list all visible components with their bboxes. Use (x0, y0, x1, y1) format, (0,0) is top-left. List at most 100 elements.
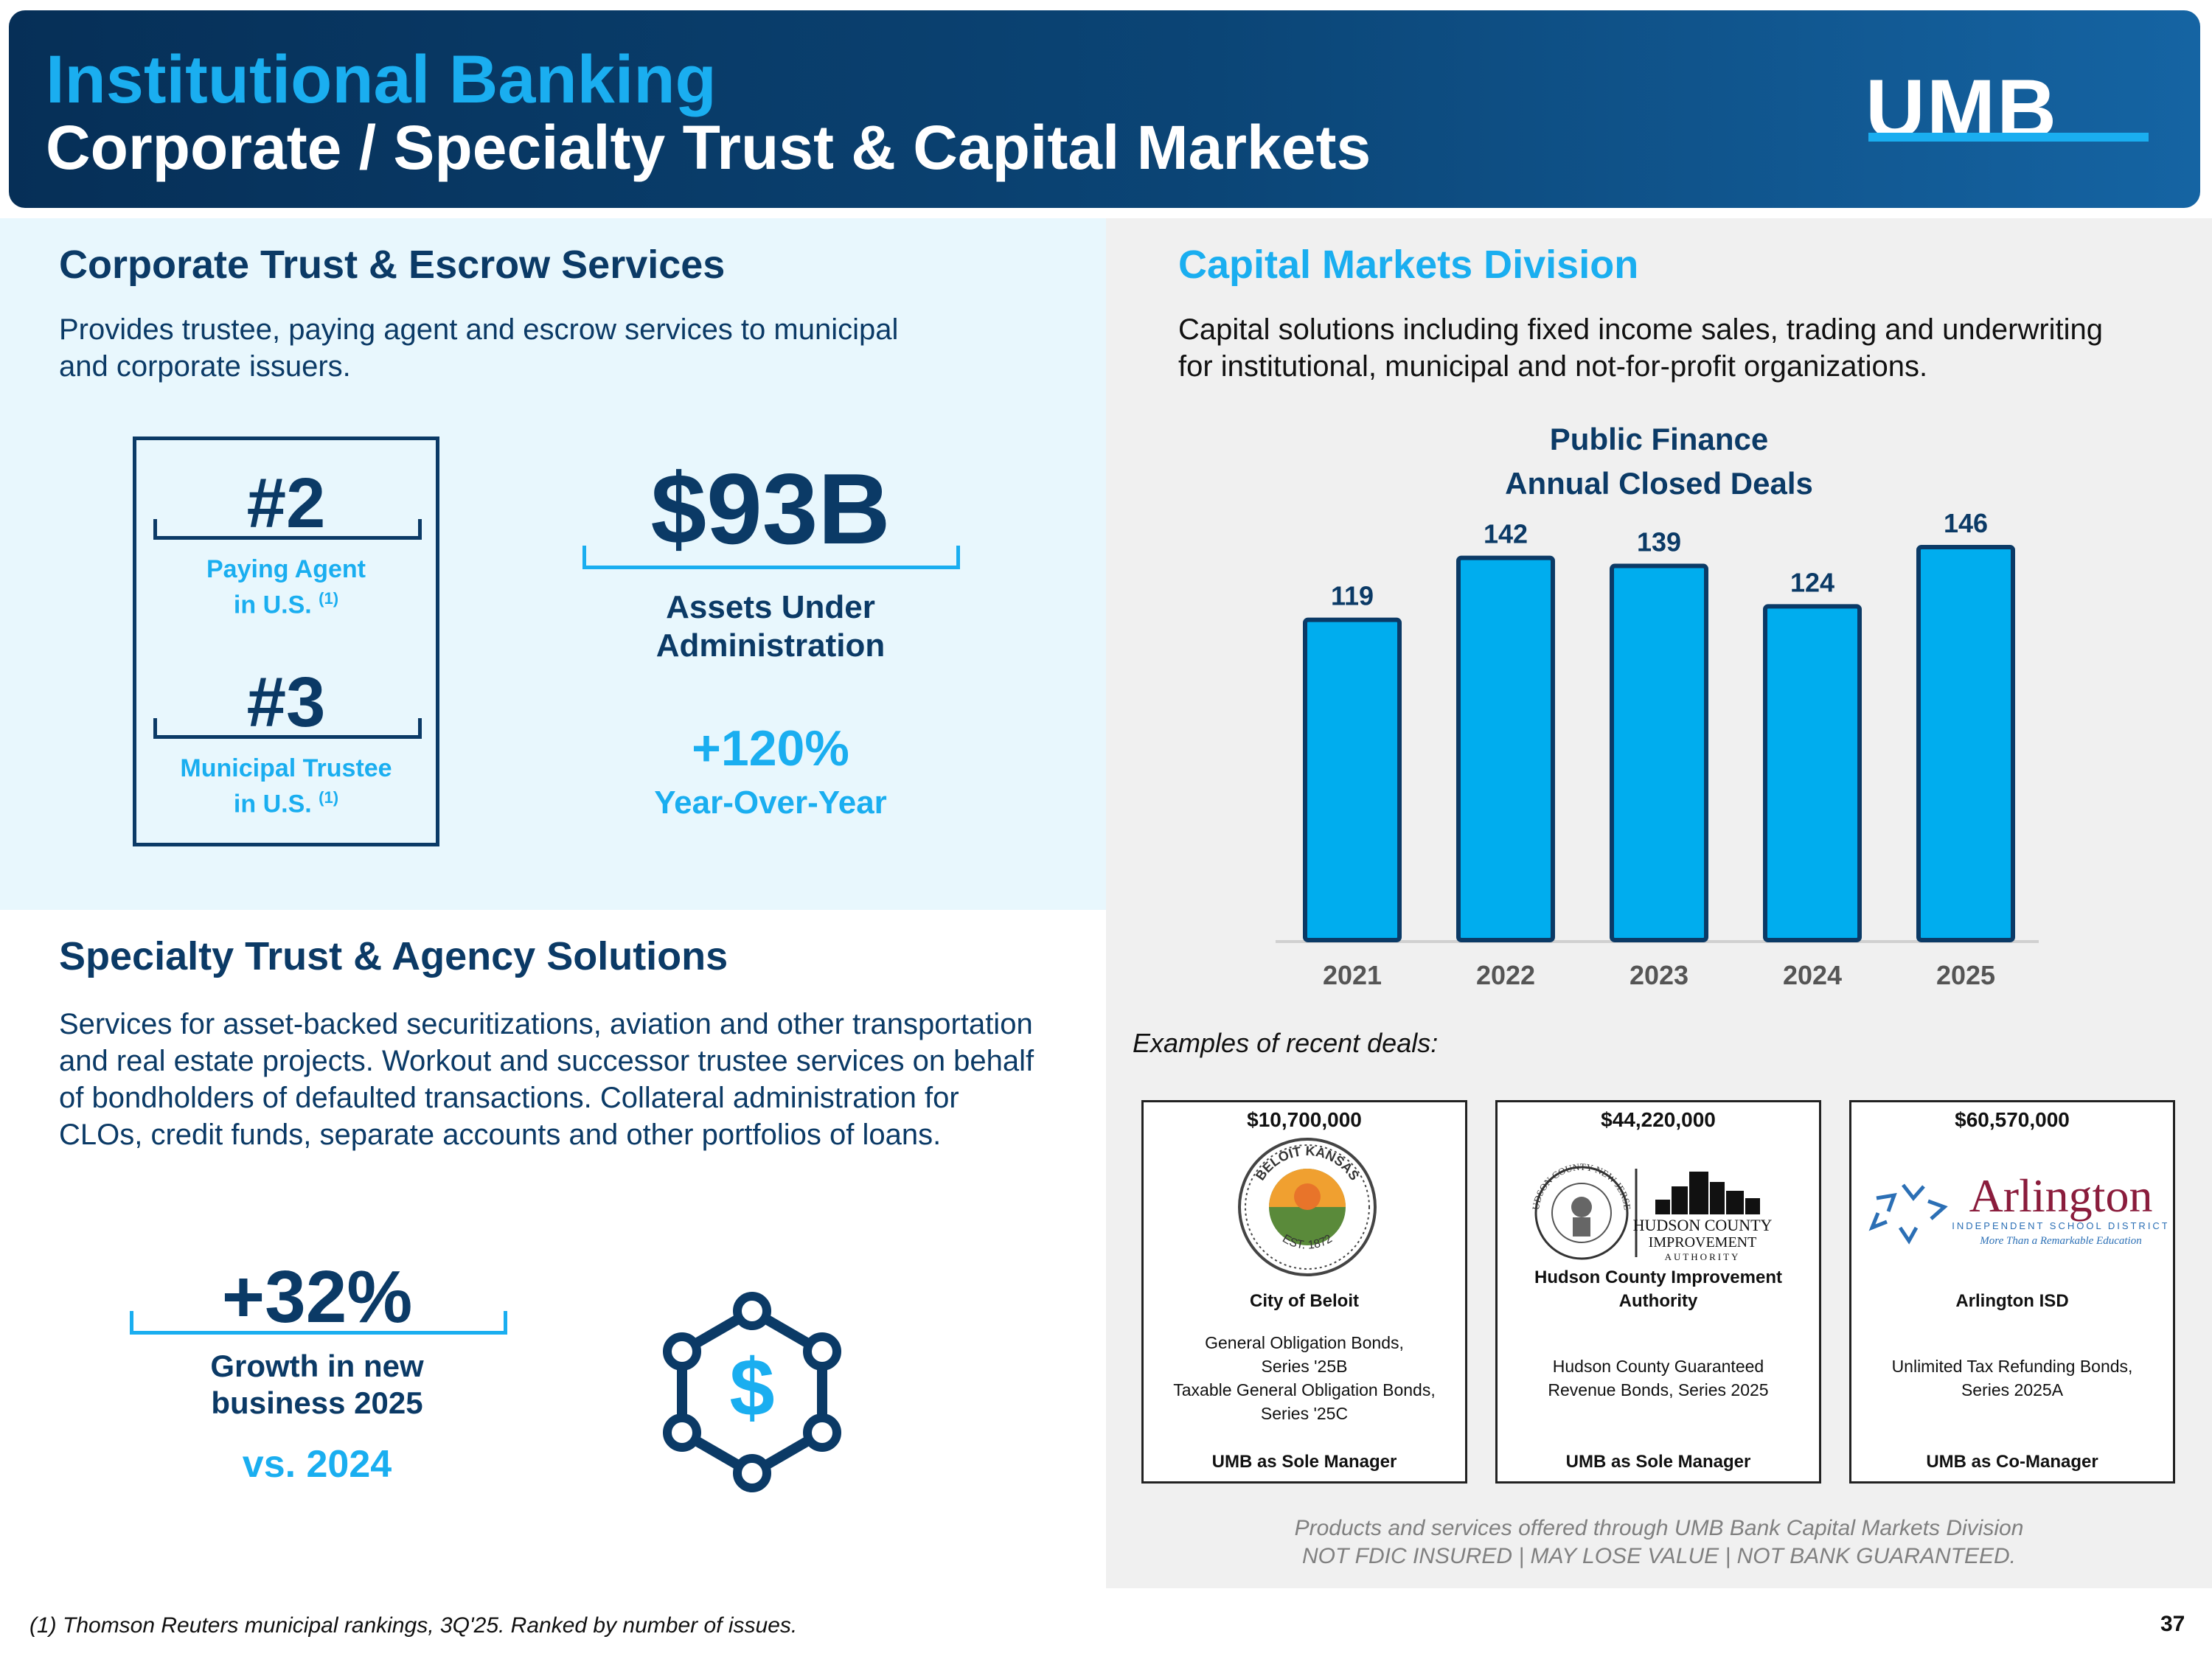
deal-issuer-line: Hudson County Improvement (1534, 1267, 1782, 1287)
aua-label-line: Assets Under (666, 589, 875, 625)
deal-issuer: Hudson County Improvement Authority (1505, 1266, 1812, 1313)
data-label-2023: 139 (1637, 527, 1681, 557)
capital-markets-title: Capital Markets Division (1178, 243, 1639, 287)
aua-label-line: Administration (655, 627, 886, 664)
deal-description-line: Series '25C (1260, 1404, 1349, 1423)
public-finance-bar-chart: 119 2021 142 2022 139 2023 124 2024 146 2025 (1276, 508, 2039, 990)
description-line: for institutional, municipal and not-for… (1178, 350, 1928, 383)
aua-bracket (582, 546, 960, 569)
tick-label-2024: 2024 (1783, 960, 1842, 990)
corporate-trust-title: Corporate Trust & Escrow Services (59, 243, 726, 287)
deal-amount: $44,220,000 (1601, 1108, 1716, 1131)
disclaimer-line: NOT FDIC INSURED | MAY LOSE VALUE | NOT … (1302, 1544, 2016, 1568)
umb-logo-underline (1868, 133, 2149, 142)
hudson-logo-line2: IMPROVEMENT (1649, 1234, 1757, 1251)
disclaimer-line: Products and services offered through UM… (1294, 1516, 2024, 1540)
arlington-logo-sub: INDEPENDENT SCHOOL DISTRICT (1952, 1220, 2167, 1231)
data-label-2024: 124 (1790, 567, 1834, 597)
chart-title: Public Finance Annual Closed Deals (1364, 417, 1954, 506)
examples-label: Examples of recent deals: (1133, 1028, 1439, 1058)
rank-paying-agent-value: #2 (246, 464, 326, 543)
footnote-ref: (1) (319, 788, 339, 807)
new-business-growth-value: +32% (221, 1256, 413, 1338)
arlington-logo-tagline: More Than a Remarkable Education (1979, 1235, 2141, 1247)
deal-card-arlington: $60,570,000 Arlington INDEPENDENT SCHOOL… (1849, 1100, 2175, 1484)
new-business-growth-comparison: vs. 2024 (242, 1443, 392, 1486)
header-subtitle: Corporate / Specialty Trust & Capital Ma… (46, 113, 1371, 182)
growth-label-line: Growth in new (210, 1349, 424, 1383)
chart-title-line: Public Finance (1549, 422, 1769, 456)
rank-label-line: in U.S. (233, 790, 312, 818)
chart-title-line: Annual Closed Deals (1505, 466, 1813, 501)
deal-description-line: Unlimited Tax Refunding Bonds, (1891, 1357, 2133, 1376)
specialty-trust-title: Specialty Trust & Agency Solutions (59, 934, 728, 978)
deal-card-hudson: $44,220,000 HUDSON COUNTY NEW JERSEY HUD… (1495, 1100, 1821, 1484)
deal-issuer: City of Beloit (1250, 1291, 1359, 1311)
tick-label-2023: 2023 (1630, 960, 1688, 990)
rank-municipal-trustee-label: Municipal Trustee in U.S. (1) (133, 754, 439, 818)
tick-label-2022: 2022 (1476, 960, 1535, 990)
header-banner (9, 10, 2200, 208)
description-line: Capital solutions including fixed income… (1178, 313, 2104, 346)
arlington-isd-logo: Arlington INDEPENDENT SCHOOL DISTRICT Mo… (1868, 1169, 2167, 1247)
description-line: Provides trustee, paying agent and escro… (59, 313, 899, 346)
arlington-logo-main: Arlington (1969, 1169, 2153, 1222)
description-line: Services for asset-backed securitization… (59, 1008, 1033, 1040)
capital-markets-description: Capital solutions including fixed income… (1178, 311, 2196, 385)
header-title: Institutional Banking (46, 42, 717, 117)
data-label-2021: 119 (1331, 581, 1374, 611)
deal-description: Hudson County Guaranteed Revenue Bonds, … (1505, 1354, 1812, 1402)
bar-2023 (1610, 563, 1708, 942)
rankings-box (133, 437, 439, 846)
bar-2021 (1303, 617, 1402, 943)
hudson-county-logo: HUDSON COUNTY NEW JERSEY HUDSON COUNTY I… (1531, 1161, 1773, 1262)
deal-description-line: Hudson County Guaranteed (1552, 1357, 1764, 1376)
dollar-network-icon: $ (663, 1292, 841, 1492)
footnote-ref: (1) (319, 589, 339, 608)
rank-label-line: in U.S. (233, 591, 312, 619)
deal-role: UMB as Sole Manager (1211, 1452, 1397, 1472)
deal-description-line: General Obligation Bonds, (1205, 1333, 1404, 1352)
rank-label-line: Municipal Trustee (180, 754, 392, 782)
deal-role: UMB as Sole Manager (1565, 1452, 1751, 1472)
specialty-trust-description: Services for asset-backed securitization… (59, 1006, 1091, 1153)
deal-description: General Obligation Bonds, Series '25B Ta… (1151, 1331, 1458, 1425)
tick-label-2025: 2025 (1936, 960, 1995, 990)
description-line: and corporate issuers. (59, 350, 351, 383)
deal-role: UMB as Co-Manager (1926, 1452, 2098, 1472)
rank-municipal-trustee-value: #3 (246, 663, 326, 742)
rank-bracket (153, 519, 422, 540)
deal-description-line: Revenue Bonds, Series 2025 (1548, 1380, 1769, 1399)
bar-2022 (1456, 555, 1555, 943)
aua-label: Assets Under Administration (560, 588, 981, 665)
hudson-logo-line1: HUDSON COUNTY (1633, 1216, 1773, 1234)
rank-label-line: Paying Agent (206, 555, 366, 583)
page-number: 37 (2160, 1612, 2185, 1636)
description-line: CLOs, credit funds, separate accounts an… (59, 1119, 942, 1151)
deal-issuer-line: Authority (1618, 1291, 1698, 1311)
capital-markets-disclaimer: Products and services offered through UM… (1150, 1514, 2168, 1571)
aua-value: $93B (650, 453, 891, 565)
footnote: (1) Thomson Reuters municipal rankings, … (29, 1613, 798, 1638)
new-business-growth-label: Growth in new business 2025 (125, 1348, 509, 1422)
deal-description-line: Series '25B (1261, 1357, 1348, 1376)
growth-bracket (130, 1311, 507, 1335)
deal-description-line: Taxable General Obligation Bonds, (1173, 1380, 1436, 1399)
deal-description: Unlimited Tax Refunding Bonds, Series 20… (1859, 1354, 2166, 1402)
corporate-trust-description: Provides trustee, paying agent and escro… (59, 311, 1062, 385)
rank-paying-agent-label: Paying Agent in U.S. (1) (133, 554, 439, 619)
deal-issuer: Arlington ISD (1955, 1291, 2069, 1311)
corporate-trust-panel (0, 218, 1106, 910)
aua-growth-value: +120% (692, 720, 849, 776)
deal-amount: $10,700,000 (1247, 1108, 1362, 1131)
tick-label-2021: 2021 (1323, 960, 1382, 990)
description-line: of bondholders of defaulted transactions… (59, 1082, 959, 1114)
bar-2024 (1763, 604, 1862, 942)
hudson-logo-line3: AUTHORITY (1665, 1251, 1741, 1262)
growth-label-line: business 2025 (211, 1385, 423, 1420)
aua-growth-label: Year-Over-Year (654, 785, 887, 821)
description-line: and real estate projects. Workout and su… (59, 1045, 1034, 1077)
deal-description-line: Series 2025A (1961, 1380, 2064, 1399)
data-label-2025: 146 (1944, 508, 1988, 538)
data-label-2022: 142 (1484, 519, 1528, 549)
